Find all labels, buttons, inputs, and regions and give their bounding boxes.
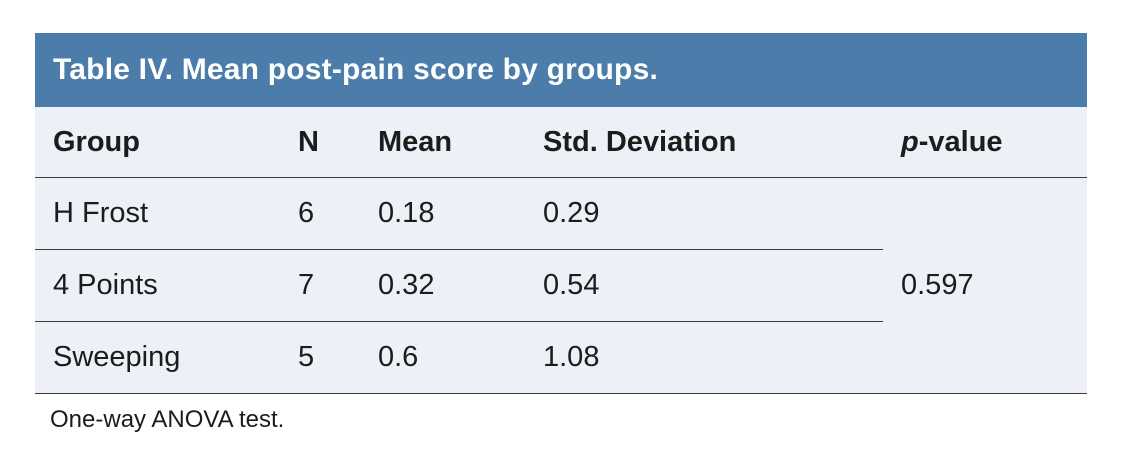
cell-sd: 0.54: [525, 249, 883, 322]
column-header-mean: Mean: [360, 107, 525, 178]
cell-sd: 1.08: [525, 321, 883, 394]
cell-mean: 0.32: [360, 249, 525, 322]
table-row-hfrost: H Frost 6 0.18 0.29 0.597: [35, 177, 1087, 394]
column-header-sd: Std. Deviation: [525, 107, 883, 178]
table-card: Table IV. Mean post-pain score by groups…: [35, 33, 1087, 394]
column-header-n: N: [280, 107, 360, 178]
cell-n: 7: [280, 249, 360, 322]
p-value-italic-p: p: [901, 125, 919, 158]
table-row-sweeping: Sweeping 5 0.6 1.08: [35, 321, 1087, 394]
table-title-bar: Table IV. Mean post-pain score by groups…: [35, 33, 1087, 107]
cell-group: H Frost: [35, 177, 280, 250]
cell-mean: 0.18: [360, 177, 525, 250]
cell-n: 6: [280, 177, 360, 250]
cell-mean: 0.6: [360, 321, 525, 394]
p-value-rest: -value: [918, 125, 1003, 158]
cell-n: 5: [280, 321, 360, 394]
table-row-4points: 4 Points 7 0.32 0.54: [35, 249, 1087, 322]
table-title: Table IV. Mean post-pain score by groups…: [53, 53, 658, 86]
cell-group: Sweeping: [35, 321, 280, 394]
cell-pvalue: 0.597: [883, 177, 1087, 394]
column-header-group: Group: [35, 107, 280, 178]
column-header-pvalue: p-value: [883, 107, 1087, 178]
table-footnote: One-way ANOVA test.: [50, 406, 285, 433]
data-table: Group N Mean Std. Deviation p-value H Fr…: [35, 107, 1087, 394]
cell-sd: 0.29: [525, 177, 883, 250]
header-row: Group N Mean Std. Deviation p-value: [35, 107, 1087, 178]
cell-group: 4 Points: [35, 249, 280, 322]
